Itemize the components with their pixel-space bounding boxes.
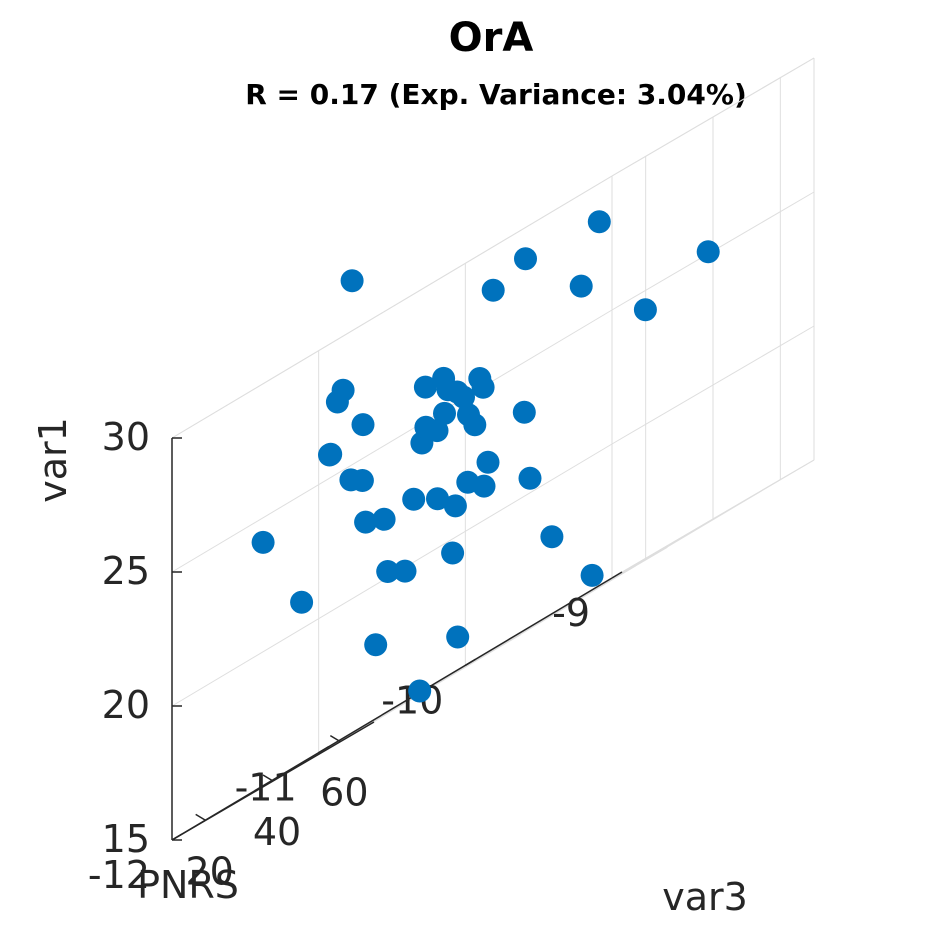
data-point bbox=[354, 510, 378, 534]
x-tick-label: -12 bbox=[88, 853, 150, 897]
data-point bbox=[512, 400, 536, 424]
data-point bbox=[441, 541, 465, 565]
data-point bbox=[340, 269, 364, 293]
data-point bbox=[443, 494, 467, 518]
grid-lines bbox=[171, 57, 815, 841]
data-point bbox=[364, 633, 388, 657]
data-point bbox=[376, 560, 400, 583]
z-tick-label: 20 bbox=[102, 683, 150, 727]
data-point bbox=[351, 413, 375, 437]
x-axis-label: PNRS bbox=[137, 863, 239, 907]
data-point bbox=[476, 450, 500, 474]
x-tick bbox=[464, 658, 476, 666]
data-point bbox=[339, 468, 363, 492]
data-point bbox=[471, 375, 495, 399]
data-point bbox=[251, 530, 275, 554]
x-tick-label: -11 bbox=[235, 766, 297, 810]
data-point bbox=[580, 563, 604, 587]
grid-line bbox=[171, 175, 613, 439]
data-point bbox=[569, 274, 593, 298]
chart-title: OrA bbox=[449, 15, 534, 61]
z-tick-label: 25 bbox=[102, 549, 150, 593]
data-point bbox=[426, 487, 449, 511]
axes bbox=[171, 437, 623, 841]
data-point bbox=[463, 413, 487, 437]
y-tick bbox=[195, 813, 207, 821]
data-point bbox=[587, 210, 611, 234]
data-point bbox=[325, 390, 349, 414]
x-tick-label: -9 bbox=[552, 591, 590, 635]
y-tick bbox=[262, 774, 274, 782]
data-point bbox=[402, 487, 426, 511]
data-point bbox=[540, 525, 564, 549]
x-tick bbox=[611, 571, 623, 579]
z-axis-label: var1 bbox=[31, 417, 75, 503]
y-axis-label: var3 bbox=[662, 875, 748, 919]
grid-line bbox=[171, 309, 613, 573]
data-point bbox=[413, 375, 437, 399]
data-point bbox=[633, 298, 657, 322]
data-point bbox=[472, 474, 496, 498]
data-point bbox=[393, 559, 417, 583]
z-tick-label: 15 bbox=[102, 817, 150, 861]
data-point bbox=[408, 679, 432, 703]
data-point bbox=[372, 507, 396, 531]
data-point bbox=[481, 278, 505, 302]
data-point bbox=[518, 466, 542, 490]
chart-subtitle: R = 0.17 (Exp. Variance: 3.04%) bbox=[245, 78, 747, 111]
data-point bbox=[696, 240, 720, 264]
y-tick-label: 60 bbox=[320, 771, 368, 815]
data-point bbox=[433, 401, 456, 425]
y-tick bbox=[329, 735, 341, 743]
data-point bbox=[290, 590, 314, 614]
data-point bbox=[514, 247, 537, 271]
data-point bbox=[452, 385, 475, 409]
grid-line bbox=[611, 325, 815, 445]
x-tick bbox=[318, 746, 330, 754]
z-tick-label: 30 bbox=[102, 415, 150, 459]
y-tick-label: 40 bbox=[253, 810, 301, 854]
x-tick bbox=[171, 833, 183, 841]
grid-line bbox=[611, 57, 815, 177]
y-tick-label: 20 bbox=[185, 849, 233, 893]
data-point bbox=[446, 625, 470, 649]
data-points bbox=[251, 210, 720, 703]
data-point bbox=[318, 443, 341, 467]
data-point bbox=[414, 415, 438, 439]
